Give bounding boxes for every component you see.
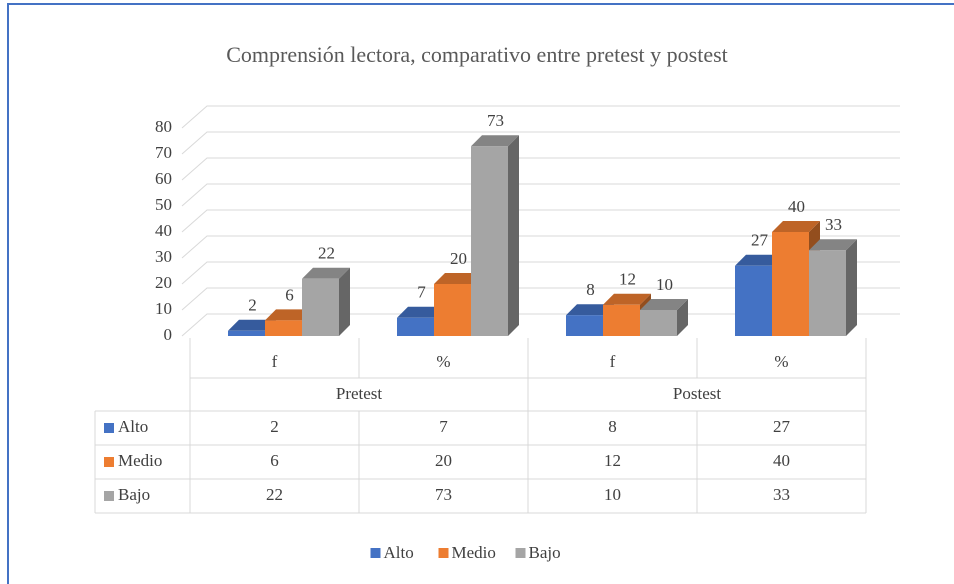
grid-line [181, 209, 900, 233]
bar [397, 317, 434, 336]
bar-side [508, 135, 519, 336]
x-tick-label: % [774, 352, 788, 371]
table-cell: 8 [608, 417, 617, 436]
bar-top [434, 273, 482, 284]
data-label: 10 [656, 275, 673, 294]
table-cell: 7 [439, 417, 448, 436]
x-tick-label: f [610, 352, 616, 371]
grid-line [181, 287, 900, 311]
legend-key [438, 548, 449, 558]
data-label: 27 [751, 231, 769, 250]
group-label: Pretest [336, 384, 383, 403]
bar-top [302, 267, 350, 279]
grid-line [181, 131, 900, 155]
data-label: 20 [450, 249, 467, 268]
bar [640, 310, 677, 336]
bar-top [640, 299, 688, 310]
bar [603, 304, 640, 336]
chart-border [7, 3, 954, 584]
data-label: 2 [248, 296, 257, 315]
grid-line [181, 235, 900, 259]
y-tick-label: 30 [155, 247, 172, 266]
table-cell: 2 [270, 417, 279, 436]
bar-top [397, 306, 445, 318]
bar-top [265, 309, 313, 321]
legend-key [370, 548, 381, 558]
table-cell: 22 [266, 485, 283, 504]
bar [772, 232, 809, 336]
y-tick-label: 40 [155, 221, 172, 240]
chart-title: Comprensión lectora, comparativo entre p… [226, 42, 728, 67]
bar [566, 315, 603, 336]
data-label: 8 [586, 280, 595, 299]
grid-line [181, 105, 900, 129]
data-label: 12 [619, 270, 636, 289]
bar [471, 146, 508, 336]
data-label: 33 [825, 215, 842, 234]
bar-top [809, 239, 857, 251]
bar-side [677, 299, 688, 336]
table-cell: 33 [773, 485, 790, 504]
grid-line [181, 183, 900, 207]
bar-top [566, 304, 614, 316]
data-label: 7 [417, 283, 426, 302]
table-cell: 40 [773, 451, 790, 470]
y-tick-label: 10 [155, 299, 172, 318]
legend-key [515, 548, 526, 558]
table-cell: 27 [773, 417, 791, 436]
group-label: Postest [673, 384, 721, 403]
legend-label: Medio [452, 543, 496, 562]
table-cell: 20 [435, 451, 452, 470]
y-tick-label: 60 [155, 169, 172, 188]
bar-top [471, 135, 519, 147]
bar-top [603, 293, 651, 305]
bar-side [339, 267, 350, 336]
bar-top [228, 319, 276, 331]
bar-top [772, 221, 820, 232]
bar [302, 278, 339, 336]
data-label: 22 [318, 244, 335, 263]
table-cell: 12 [604, 451, 621, 470]
bar [265, 320, 302, 336]
bar [434, 284, 471, 336]
legend-label: Alto [384, 543, 414, 562]
grid-line [181, 261, 900, 285]
bar-side [846, 239, 857, 336]
y-tick-label: 0 [164, 325, 173, 344]
x-tick-label: % [436, 352, 450, 371]
legend-label: Bajo [529, 543, 561, 562]
data-label: 6 [285, 285, 294, 304]
table-series-label: Alto [118, 417, 148, 436]
y-tick-label: 50 [155, 195, 172, 214]
legend-key [104, 457, 114, 467]
legend-key [104, 491, 114, 501]
data-label: 40 [788, 197, 805, 216]
table-series-label: Bajo [118, 485, 150, 504]
data-label: 73 [487, 111, 504, 130]
grid-line [181, 157, 900, 181]
y-tick-label: 70 [155, 143, 172, 162]
bar-top [735, 254, 783, 266]
table-series-label: Medio [118, 451, 162, 470]
table-cell: 73 [435, 485, 452, 504]
legend-key [104, 423, 114, 433]
bar [735, 265, 772, 336]
x-tick-label: f [272, 352, 278, 371]
table-cell: 10 [604, 485, 621, 504]
bar [228, 330, 265, 336]
table-cell: 6 [270, 451, 279, 470]
y-tick-label: 20 [155, 273, 172, 292]
y-tick-label: 80 [155, 117, 172, 136]
bar [809, 250, 846, 336]
